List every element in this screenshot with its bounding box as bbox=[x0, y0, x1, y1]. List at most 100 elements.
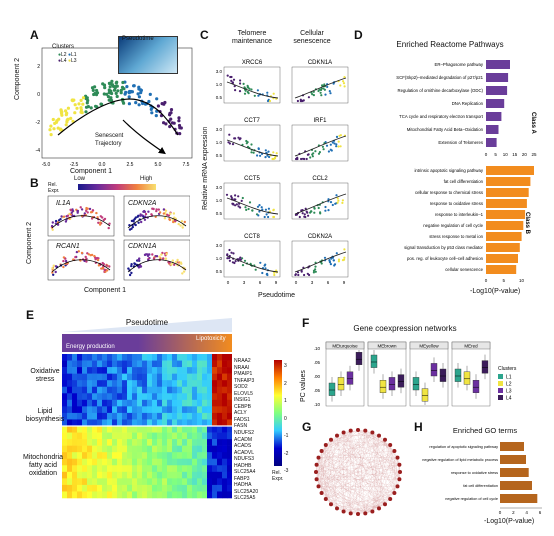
e-heat-cell bbox=[197, 393, 203, 401]
e-heat-cell bbox=[67, 386, 73, 394]
c-cell-point bbox=[307, 153, 310, 156]
e-heat-cell bbox=[137, 445, 143, 453]
e-heat-cell bbox=[157, 419, 163, 427]
e-heat-cell bbox=[182, 465, 188, 473]
d-classA-label: SCF(Skp2)–mediated degradation of p27/p2… bbox=[396, 75, 483, 80]
e-heat-cell bbox=[137, 458, 143, 466]
a-xtick: 7.5 bbox=[183, 162, 190, 168]
c-cell-point bbox=[303, 273, 306, 277]
e-heat-cell bbox=[142, 367, 148, 374]
c-cell-point bbox=[343, 85, 346, 88]
f-ytick: -0.10 bbox=[314, 402, 320, 407]
b-cell-point bbox=[85, 260, 88, 263]
e-heat-cell bbox=[192, 439, 198, 446]
e-heat-cell bbox=[127, 354, 133, 361]
f-ytick: 0.10 bbox=[314, 346, 320, 351]
e-heat-cell bbox=[192, 452, 198, 460]
c-cell-point bbox=[317, 206, 320, 210]
e-heat-cell bbox=[212, 452, 218, 460]
g-edge bbox=[315, 429, 359, 473]
a-cell-point bbox=[160, 102, 164, 106]
c-cell-point bbox=[272, 151, 275, 154]
c-cell-point bbox=[226, 74, 229, 77]
e-heat-cell bbox=[212, 380, 218, 388]
e-heat-cell bbox=[137, 399, 143, 407]
b-cell-point bbox=[179, 261, 183, 264]
a-cell-point bbox=[110, 83, 115, 87]
e-heat-cell bbox=[207, 432, 213, 440]
e-heat-cell bbox=[172, 386, 178, 394]
e-heat-cell bbox=[157, 360, 163, 368]
e-heat-cell bbox=[87, 426, 93, 433]
c-cell-point bbox=[247, 207, 250, 211]
b-cell-point bbox=[95, 211, 98, 215]
c-cell-point bbox=[300, 270, 303, 273]
c-cell-point bbox=[259, 261, 262, 264]
c-cell-point bbox=[230, 195, 233, 198]
b-cell-point bbox=[143, 253, 147, 257]
c-cell-point bbox=[230, 251, 233, 254]
b-high-label: High bbox=[140, 176, 153, 182]
e-heat-cell bbox=[187, 432, 193, 440]
a-xtick: -2.5 bbox=[70, 162, 79, 168]
b-cell-point bbox=[166, 213, 169, 216]
c-cell-point bbox=[300, 157, 303, 161]
c-ytick: 0.5 bbox=[216, 269, 223, 274]
c-cell-point bbox=[228, 257, 231, 260]
a-cell-point bbox=[107, 88, 111, 92]
c-cell-point bbox=[268, 99, 272, 103]
b-cell-point bbox=[180, 220, 184, 223]
e-heat-cell bbox=[92, 393, 98, 401]
g-edge bbox=[357, 430, 366, 515]
e-heat-cell bbox=[87, 406, 93, 414]
d-classA-label: TCA cycle and respiratory electron trans… bbox=[399, 114, 484, 119]
b-cell-point bbox=[98, 223, 102, 226]
e-heat-cell bbox=[222, 367, 228, 374]
e-heat-cell bbox=[162, 491, 168, 499]
e-heat-cell bbox=[87, 360, 93, 368]
g-node bbox=[314, 462, 319, 467]
b-cell-point bbox=[162, 208, 166, 211]
c-cell-point bbox=[267, 207, 270, 210]
c-cell-point bbox=[335, 252, 338, 255]
e-heat-cell bbox=[132, 439, 138, 446]
f-module-frame bbox=[325, 341, 365, 407]
e-heat-cell bbox=[147, 458, 153, 466]
c-ytick: 1.0 bbox=[216, 198, 223, 203]
e-heat-cell bbox=[137, 412, 143, 420]
c-cell-point bbox=[234, 137, 237, 140]
pseudotime-inset-label: Pseudotime bbox=[122, 36, 154, 42]
e-heat-cell bbox=[112, 399, 118, 407]
e-heat-cell bbox=[67, 445, 73, 453]
c-subplot-frame bbox=[291, 66, 349, 104]
e-heat-cell bbox=[77, 419, 83, 427]
c-cell-point bbox=[296, 271, 300, 274]
e-heat-cell bbox=[207, 406, 213, 414]
gene-expression-trajectories bbox=[47, 195, 190, 281]
g-edge bbox=[384, 439, 398, 487]
c-cell-point bbox=[324, 205, 327, 209]
c-cell-point bbox=[243, 259, 247, 262]
g-node bbox=[388, 443, 393, 447]
e-heat-cell bbox=[97, 373, 103, 381]
c-trend-line bbox=[294, 135, 347, 157]
c-cell-point bbox=[296, 99, 299, 103]
g-edge bbox=[325, 450, 395, 500]
e-gene-label: HADHA bbox=[234, 482, 252, 489]
g-edge bbox=[397, 464, 400, 487]
e-heat-cell bbox=[142, 458, 148, 466]
e-heat-cell bbox=[102, 471, 108, 479]
e-heat-cell bbox=[222, 458, 228, 466]
c-cell-point bbox=[313, 211, 316, 214]
e-heat-cell bbox=[92, 471, 98, 479]
g-edge bbox=[325, 430, 351, 500]
e-heat-cell bbox=[92, 445, 98, 453]
e-heat-cell bbox=[92, 432, 98, 440]
e-heat-cell bbox=[187, 393, 193, 401]
c-subplot-frame bbox=[291, 124, 349, 162]
e-heat-cell bbox=[77, 484, 83, 492]
e-heat-cell bbox=[217, 458, 223, 466]
e-heat-cell bbox=[122, 478, 128, 486]
e-heat-cell bbox=[167, 439, 173, 446]
a-cell-point bbox=[99, 102, 103, 106]
